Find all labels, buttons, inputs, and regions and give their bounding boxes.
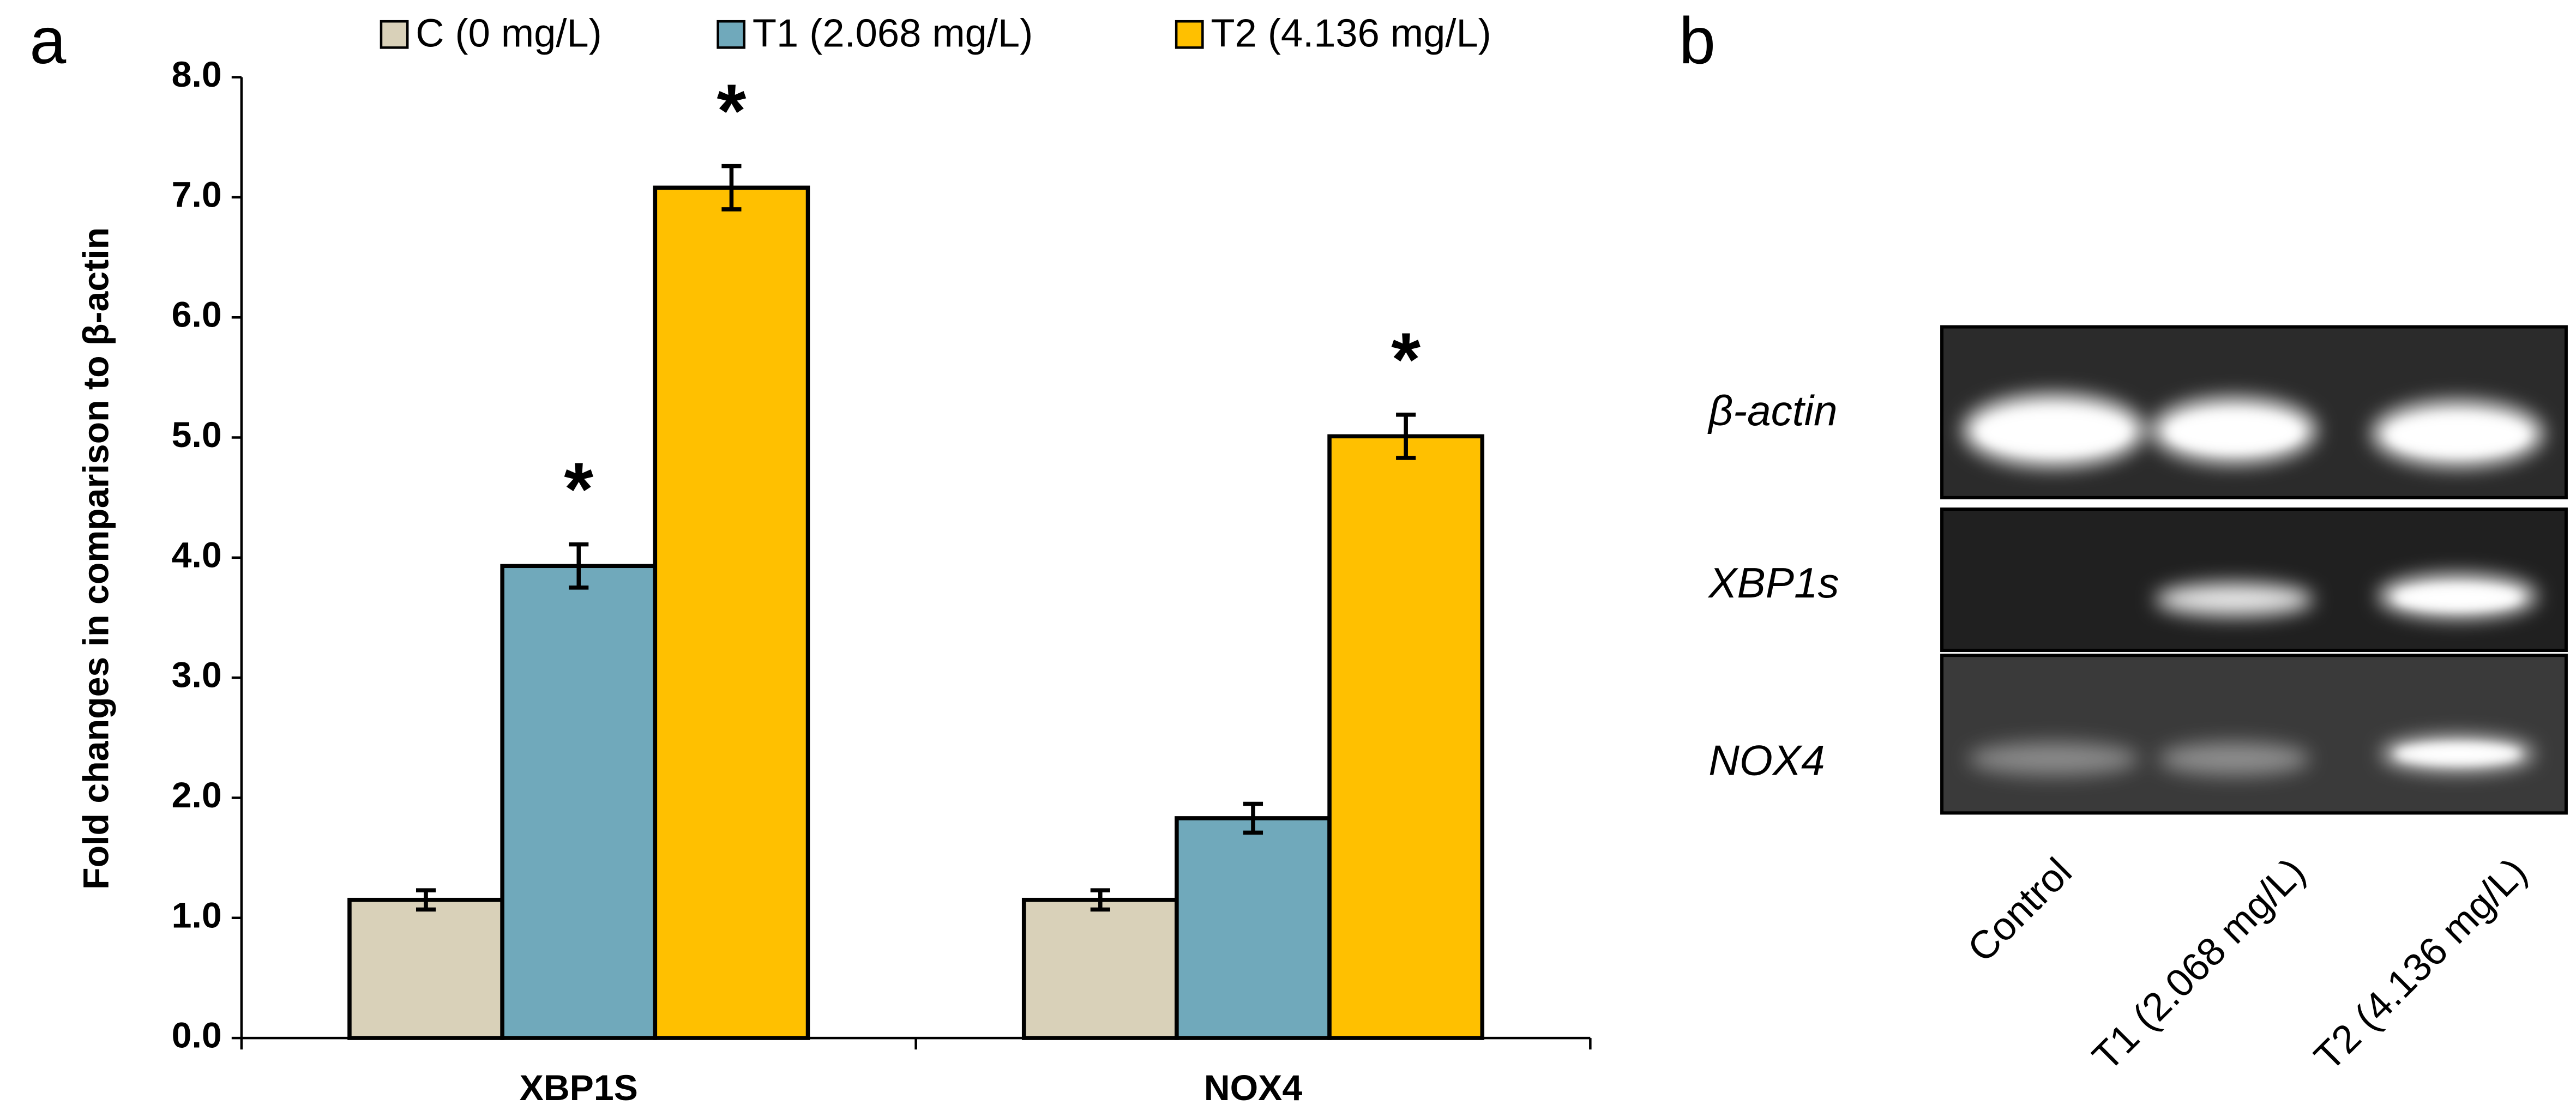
bar: [347, 897, 504, 1040]
error-bar: [1396, 412, 1416, 460]
y-tick-label: 2.0: [172, 775, 222, 816]
legend-swatch: [1175, 20, 1204, 49]
panel-label: b: [1679, 4, 1716, 77]
bar: [1327, 434, 1485, 1040]
y-tick-label: 5.0: [172, 415, 222, 455]
bar: [653, 185, 810, 1040]
error-bar: [1243, 801, 1263, 835]
bar: [1175, 816, 1332, 1040]
bar: [500, 564, 658, 1040]
gel-row-label: β-actin: [1707, 387, 1837, 434]
legend-swatch: [717, 20, 746, 49]
y-tick-label: 6.0: [172, 295, 222, 335]
y-axis-label: Fold changes in comparison to β-actin: [76, 227, 116, 890]
error-bar: [416, 888, 436, 912]
gel: [1940, 325, 2568, 815]
y-tick-label: 8.0: [172, 55, 222, 95]
significance-mark: *: [1391, 318, 1421, 402]
gel-panel: [1940, 654, 2568, 815]
gel-row-label: NOX4: [1708, 736, 1825, 784]
x-tick-label: XBP1S: [520, 1068, 638, 1108]
y-tick-label: 1.0: [172, 895, 222, 935]
legend-label: T1 (2.068 mg/L): [753, 11, 1033, 55]
y-tick-label: 7.0: [172, 174, 222, 215]
significance-mark: *: [717, 69, 746, 153]
gel-lane-label: T1 (2.068 mg/L): [2084, 850, 2313, 1079]
x-tick-label: NOX4: [1204, 1068, 1303, 1108]
bar: [1021, 897, 1179, 1040]
gel-lane-label: T2 (4.136 mg/L): [2306, 850, 2535, 1079]
error-bar: [569, 542, 589, 590]
y-tick-label: 3.0: [172, 655, 222, 696]
gel-lane-label: Control: [1959, 850, 2080, 970]
error-bar: [721, 164, 742, 212]
legend-swatch: [380, 20, 409, 49]
gel-band-cores: [1979, 410, 2527, 764]
y-tick-label: 0.0: [172, 1016, 222, 1056]
y-tick-label: 4.0: [172, 535, 222, 575]
significance-mark: *: [564, 448, 593, 532]
legend-label: C (0 mg/L): [416, 11, 601, 55]
panel-label: a: [29, 4, 67, 77]
gel-row-label: XBP1s: [1707, 559, 1839, 607]
legend-label: T2 (4.136 mg/L): [1211, 11, 1491, 55]
error-bar: [1090, 888, 1110, 912]
